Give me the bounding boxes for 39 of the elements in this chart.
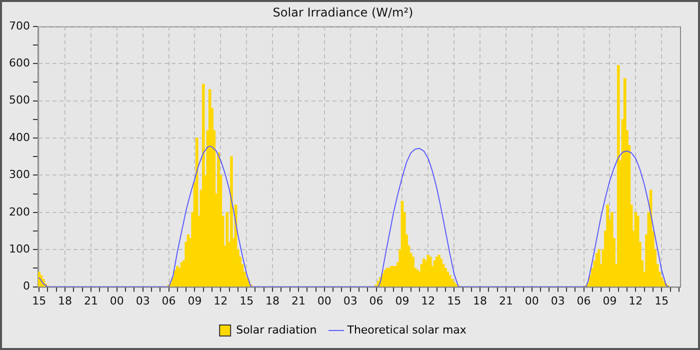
x-tick-label: 18 [266,294,280,308]
x-tick-label: 18 [473,294,488,308]
x-tick-label: 15 [240,294,254,308]
x-tick-label: 06 [162,294,176,308]
y-tick-label: 100 [8,242,30,256]
x-tick-label: 09 [188,294,202,308]
x-tick-label: 00 [317,294,332,308]
y-tick-label: 700 [8,19,30,32]
y-tick-label: 0 [22,280,30,293]
x-tick-label: 15 [32,294,46,308]
chart-title: Solar Irradiance (W/m²) [272,5,414,20]
x-tick-label: 15 [654,294,669,308]
legend-label: Theoretical solar max [346,323,467,336]
x-tick-label: 09 [395,294,410,308]
x-tick-label: 12 [628,294,643,308]
bar [446,272,450,287]
y-tick-label: 600 [8,56,30,70]
x-tick-label: 03 [550,294,565,308]
x-tick-label: 21 [291,294,306,308]
bar [412,256,414,287]
x-tick-label: 18 [58,294,72,308]
x-tick-label: 21 [498,294,513,308]
x-tick-label: 06 [369,294,384,308]
x-tick-label: 09 [602,294,617,308]
x-tick-label: 03 [136,294,150,308]
y-tick-label: 500 [8,94,30,107]
x-tick-label: 03 [343,294,358,308]
x-tick-label: 12 [214,294,228,308]
bar [440,258,443,287]
y-tick-label: 300 [8,168,30,182]
y-tick-label: 400 [8,130,30,144]
x-tick-label: 12 [421,294,436,308]
y-tick-label: 200 [8,205,30,218]
x-tick-label: 06 [576,294,591,308]
x-tick-label: 21 [84,294,98,308]
x-tick-label: 00 [110,294,124,308]
x-tick-label: 00 [524,294,539,308]
x-tick-label: 15 [447,294,462,308]
legend-label: Solar radiation [236,323,317,336]
